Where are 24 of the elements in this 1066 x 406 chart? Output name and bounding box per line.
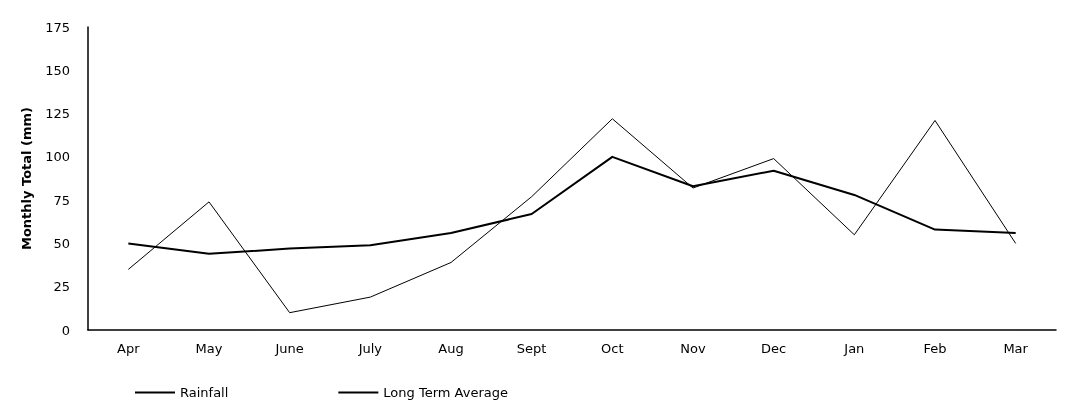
x-tick-label: Aug xyxy=(438,341,464,356)
y-tick-label: 150 xyxy=(45,62,70,78)
y-axis-title: Monthly Total (mm) xyxy=(19,106,34,251)
x-tick-label: July xyxy=(357,341,383,356)
y-tick-label: 0 xyxy=(61,322,70,338)
y-tick-label: 75 xyxy=(53,192,70,208)
x-tick-label: Oct xyxy=(601,341,624,356)
x-tick-label: June xyxy=(274,341,304,356)
legend-label: Rainfall xyxy=(180,385,229,400)
y-tick-label: 100 xyxy=(45,149,70,165)
x-tick-label: Mar xyxy=(1003,341,1029,356)
y-tick-label: 50 xyxy=(53,235,70,251)
y-tick-label: 175 xyxy=(45,19,70,35)
x-tick-label: Feb xyxy=(923,341,947,356)
x-tick-label: Dec xyxy=(761,341,787,356)
legend-label: Long Term Average xyxy=(383,385,508,400)
y-tick-label: 125 xyxy=(45,106,70,122)
x-tick-label: Nov xyxy=(680,341,706,356)
line-series xyxy=(127,118,1017,314)
x-tick-label: Sept xyxy=(516,341,547,356)
x-tick-label: Jan xyxy=(843,341,865,356)
x-tick-label: May xyxy=(195,341,223,356)
y-tick-label: 25 xyxy=(53,279,70,295)
x-tick-label: Apr xyxy=(117,341,141,356)
